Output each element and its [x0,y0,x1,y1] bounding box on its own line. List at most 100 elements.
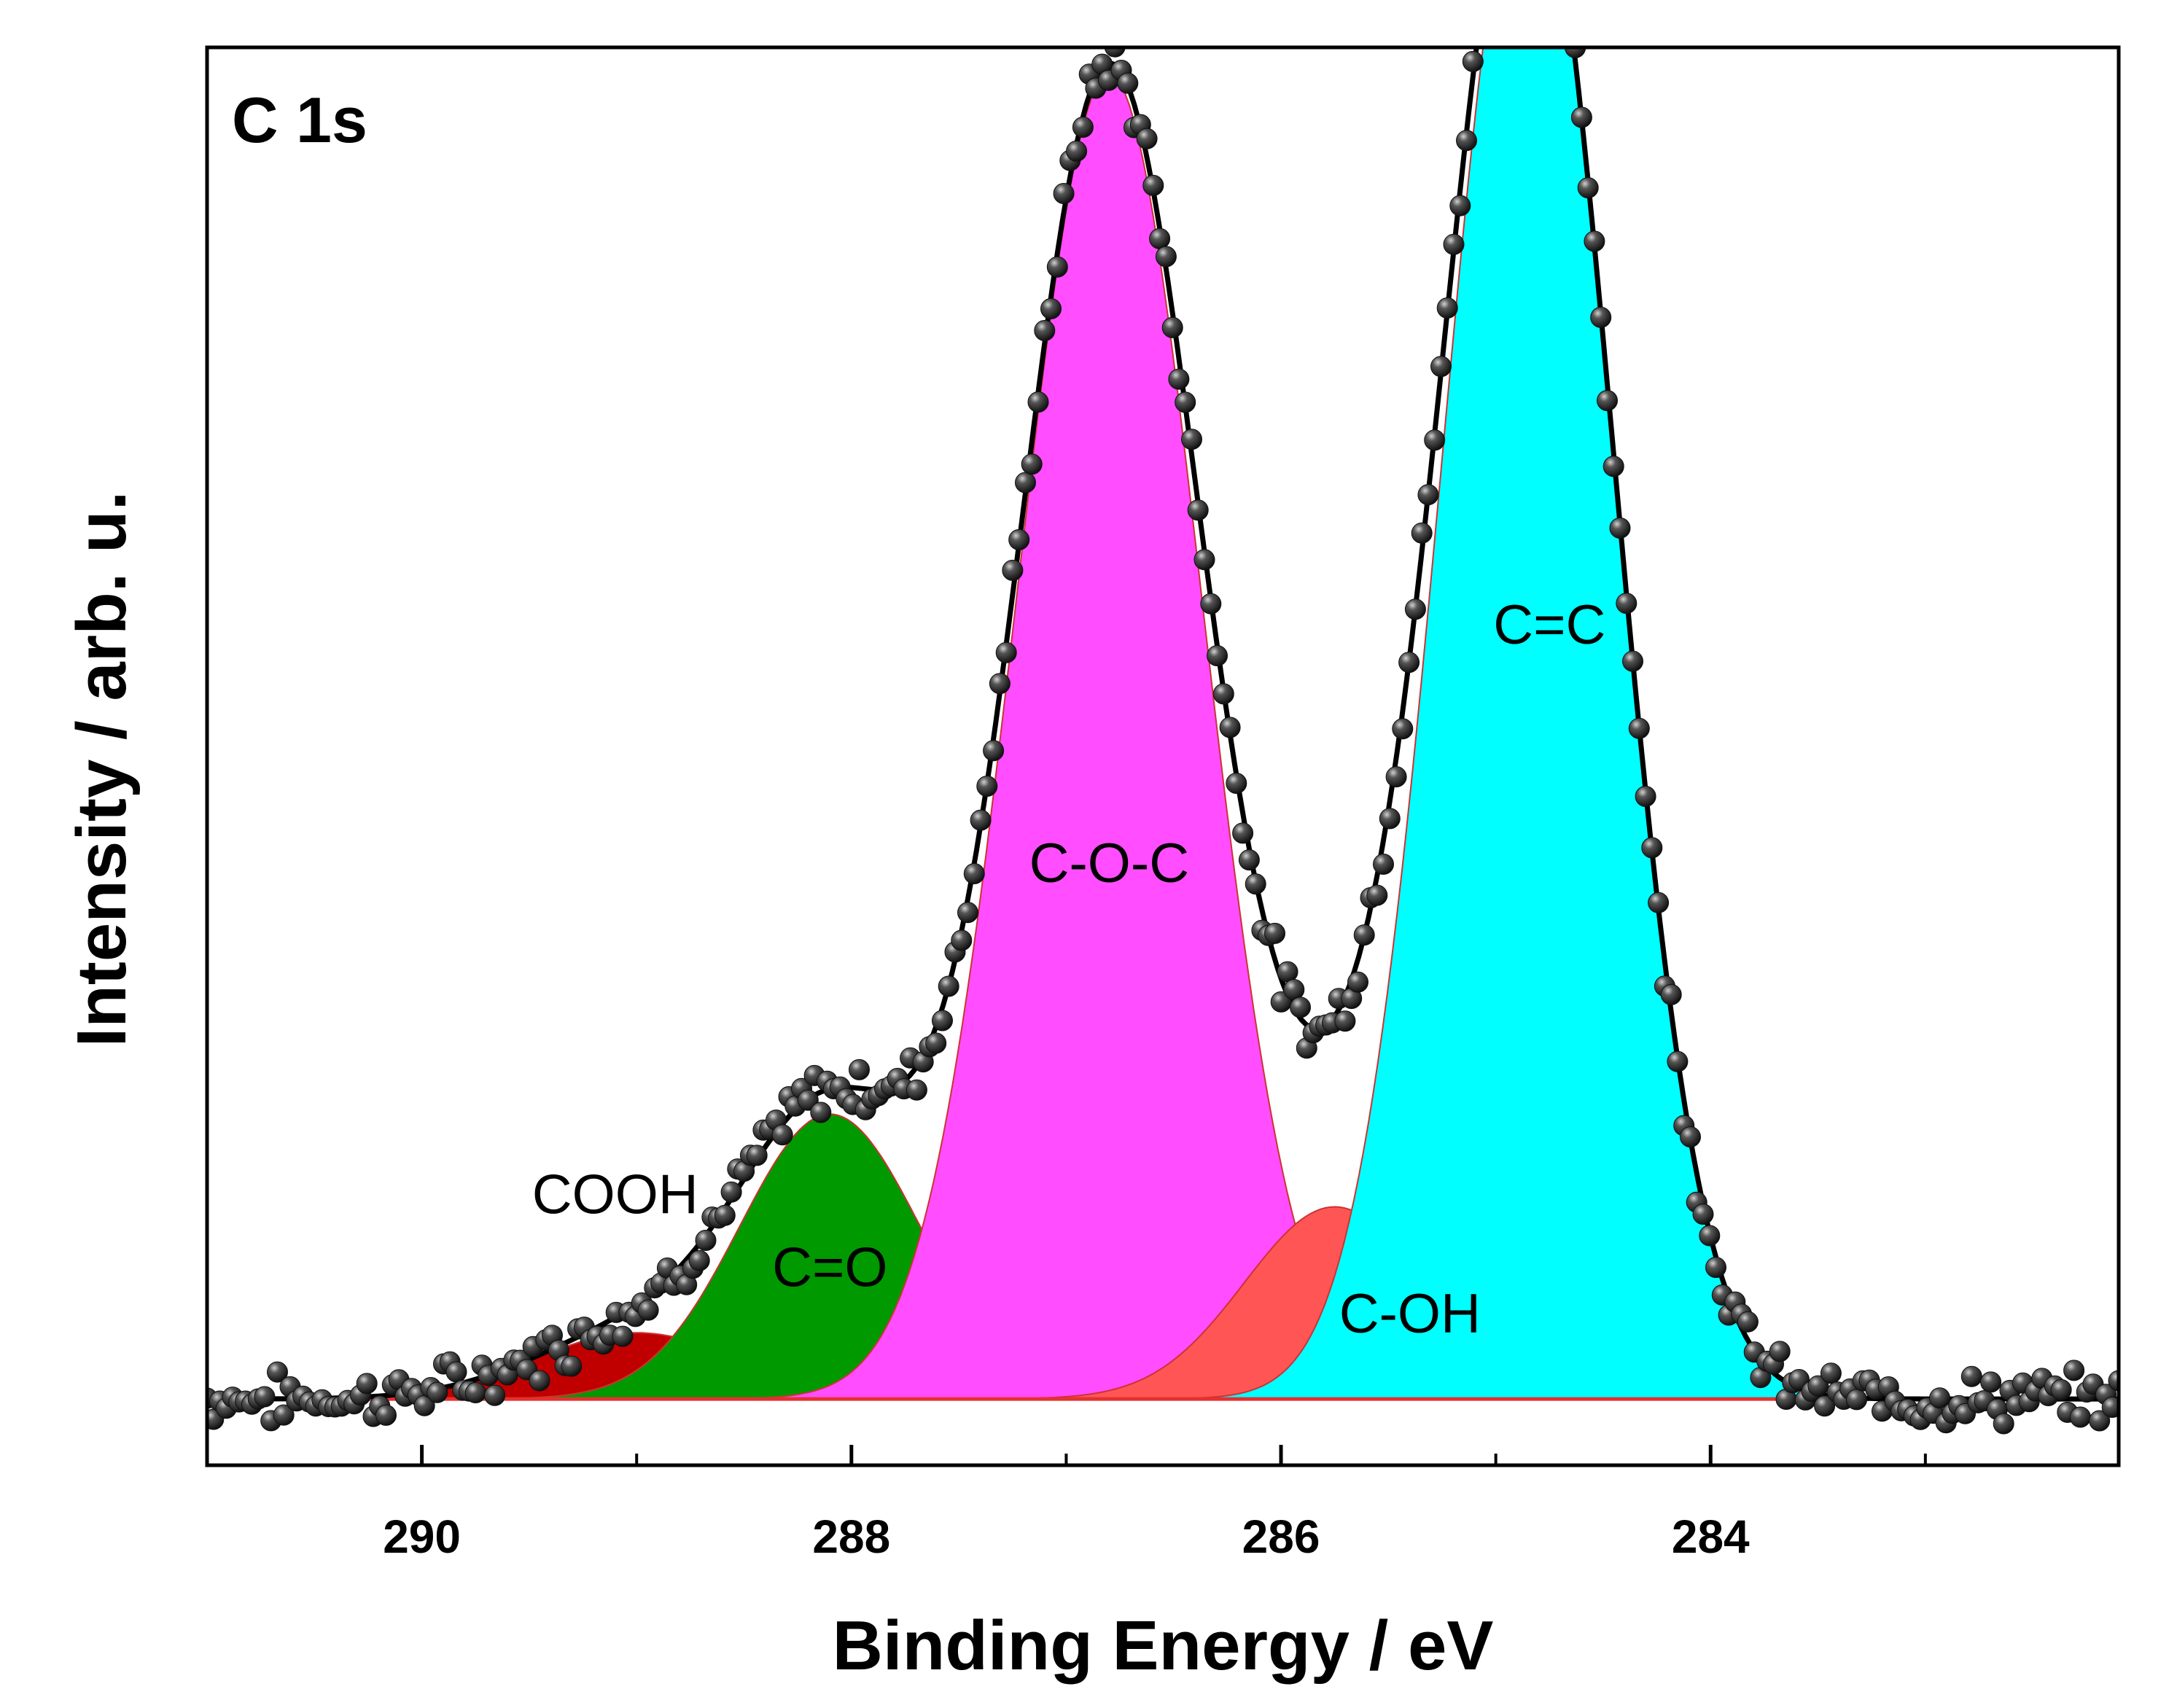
x-axis-title: Binding Energy / eV [833,1607,1494,1685]
data-point [1680,1126,1701,1148]
data-point [1411,522,1433,544]
data-point [1462,50,1484,72]
data-point [1290,997,1311,1018]
data-point [1417,484,1439,506]
data-point [983,740,1005,762]
data-point [1008,529,1030,550]
data-point [1929,1387,1950,1409]
data-point [957,902,978,924]
data-point [1590,306,1612,328]
data-point [1264,922,1285,944]
data-point [1476,0,1496,4]
data-point [688,1249,710,1271]
experimental-data [207,0,2119,1435]
data-point [1622,650,1643,672]
peak-label-c-o: C=O [772,1237,887,1299]
data-point [529,1370,550,1392]
data-point [1699,1225,1721,1247]
data-point [464,1382,486,1403]
data-point [2063,1360,2085,1381]
data-point [771,1124,793,1146]
data-point [1692,1204,1714,1225]
data-point [1820,1362,1842,1384]
data-point [1366,884,1388,906]
data-point [1104,47,1126,58]
data-point [356,1373,378,1395]
plot-frame [205,45,2121,1467]
data-point [746,1144,768,1166]
data-point [951,929,973,951]
data-point [484,1384,506,1406]
data-point [1993,1413,2014,1435]
data-point [1980,1371,2002,1393]
data-point [906,1079,927,1101]
data-point [1737,1311,1759,1333]
data-point [1034,320,1056,341]
data-point [1769,1341,1791,1362]
data-point [1353,924,1375,946]
data-point [1430,356,1452,378]
x-tick-label: 290 [383,1510,461,1563]
data-point [1404,598,1426,620]
data-point [2108,1370,2119,1392]
data-point [963,863,985,884]
data-point [1155,246,1177,268]
x-tick-label: 288 [812,1510,890,1563]
data-point [1015,472,1036,494]
data-point [2069,1406,2091,1428]
data-point [1232,822,1254,844]
data-point [254,1386,276,1408]
data-point [1149,227,1171,249]
data-point [1175,391,1196,413]
data-point [1161,316,1183,338]
data-point [1814,1395,1836,1417]
data-point [1200,593,1222,615]
data-point [938,975,959,997]
data-point [1628,717,1650,739]
data-point [925,1032,947,1054]
data-point [1392,718,1414,740]
data-point [1577,177,1599,199]
data-point [637,1299,659,1321]
data-point [1667,1050,1689,1072]
data-point [1226,773,1247,794]
data-point [1436,297,1458,319]
data-point [1443,233,1465,255]
data-point [1238,849,1260,871]
data-point [1212,683,1234,705]
peak-label-c-o-c: C-O-C [1029,832,1190,894]
data-point [1846,1389,1867,1411]
data-point [1117,72,1139,94]
peak-label-cooh: COOH [532,1164,698,1226]
data-point [1385,766,1407,788]
data-point [1040,298,1062,319]
data-point [1053,183,1075,204]
data-point [989,673,1010,695]
data-point [1449,195,1471,217]
data-point [1424,429,1446,451]
data-point [612,1325,634,1347]
data-point [1181,429,1202,451]
peak-labels: COOH C=O C-O-C C-OH C=C [532,594,1606,1345]
data-point [1027,391,1049,413]
data-point [267,1361,288,1383]
data-point [1609,517,1631,539]
peak-label-c-oh: C-OH [1339,1283,1481,1345]
component-areas [207,47,2119,1400]
y-axis-title: Intensity / arb. u. [63,491,141,1048]
peak-label-c-c: C=C [1493,594,1605,656]
data-point [1136,128,1158,149]
area-c-o-c [207,73,2119,1400]
data-point [1635,786,1656,807]
x-tick-label: 286 [1242,1510,1320,1563]
data-point [1373,854,1394,875]
data-point [932,1010,953,1032]
data-point [1219,717,1241,738]
data-point [720,1181,742,1203]
data-point [976,776,998,797]
data-point [1283,979,1305,1000]
data-point [1584,230,1605,252]
data-point [1193,549,1215,571]
data-point [1347,971,1368,993]
